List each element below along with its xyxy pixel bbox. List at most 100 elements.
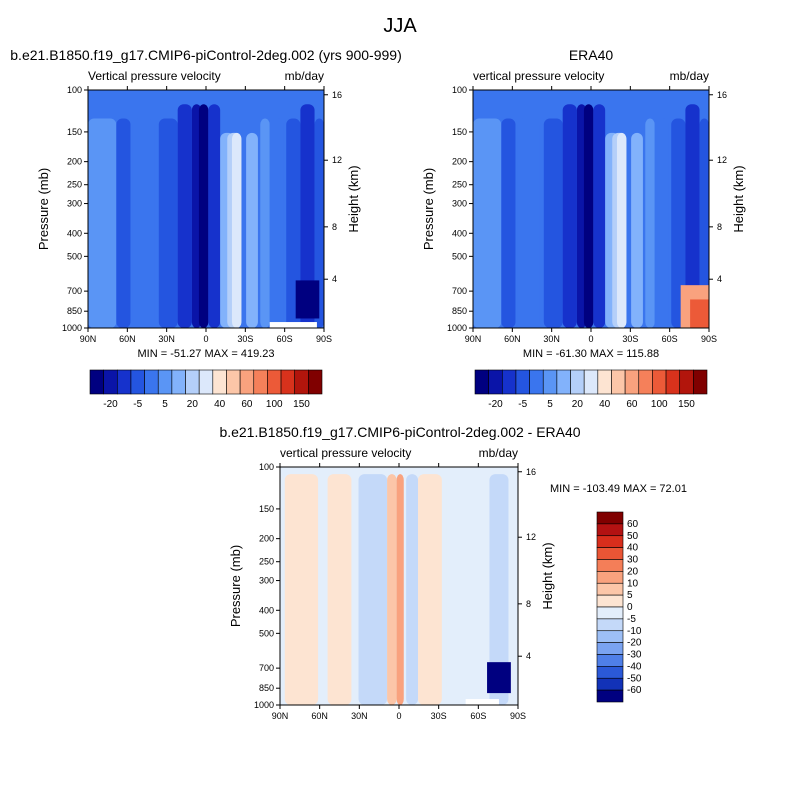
colorbar-label: 40: [599, 399, 611, 410]
colorbar-label: -5: [133, 399, 142, 410]
colorbar-swatch: [596, 582, 624, 596]
panel-subtitle-left: vertical pressure velocity: [473, 69, 604, 83]
colorbar-label: -5: [518, 399, 527, 410]
y-right-tick-label: 16: [717, 90, 727, 100]
colorbar-swatch: [596, 547, 624, 560]
field-band: [489, 474, 509, 705]
colorbar-label: 20: [572, 399, 584, 410]
field-band: [645, 118, 655, 328]
panel-era40: ERA40 vertical pressure velocity mb/day 90N…: [421, 47, 746, 410]
colorbar-swatch: [652, 369, 667, 395]
colorbar-label: -60: [627, 685, 642, 696]
field-band: [473, 118, 502, 328]
field-band: [387, 474, 397, 705]
missing-data-mask: [269, 322, 317, 328]
colorbar-swatch: [596, 618, 624, 632]
colorbar-swatch: [542, 369, 558, 395]
colorbar-swatch: [596, 523, 624, 537]
panel-subtitle-right: mb/day: [285, 69, 324, 83]
colorbar-swatch: [596, 511, 624, 525]
colorbar-swatch: [308, 369, 323, 395]
field-band: [501, 118, 516, 328]
x-tick-label: 90S: [701, 334, 717, 344]
y-right-tick-label: 4: [526, 651, 531, 661]
field-band: [446, 474, 476, 705]
colorbar-label: 5: [547, 399, 553, 410]
panel-subtitle-right: mb/day: [670, 69, 709, 83]
colorbar-label: 60: [627, 519, 639, 530]
colorbar-swatch: [596, 689, 624, 703]
field-band: [198, 104, 209, 328]
field-band: [295, 280, 320, 319]
colorbar-swatch: [144, 369, 159, 395]
colorbar-swatch: [638, 369, 653, 395]
field-band: [358, 474, 388, 705]
panel-model: b.e21.B1850.f19_g17.CMIP6-piControl-2deg…: [10, 47, 401, 410]
colorbar-swatch: [198, 369, 214, 395]
colorbar-label: 60: [241, 399, 253, 410]
y-tick-label: 500: [452, 251, 467, 261]
y-axis-label: Pressure (mb): [228, 545, 243, 627]
field-band: [327, 474, 352, 705]
x-tick-label: 30N: [543, 334, 560, 344]
y-tick-label: 400: [259, 605, 274, 615]
y-tick-label: 300: [67, 199, 82, 209]
figure-title: JJA: [383, 15, 417, 37]
colorbar-label: 0: [627, 602, 633, 613]
min-max-stats: MIN = -51.27 MAX = 419.23: [138, 348, 275, 360]
y-tick-label: 1000: [447, 323, 467, 333]
panel-subtitle-right: mb/day: [479, 446, 518, 460]
colorbar-swatch: [253, 369, 268, 395]
field-band: [671, 118, 686, 328]
x-tick-label: 60N: [504, 334, 521, 344]
field-band: [132, 118, 155, 328]
panel-title: b.e21.B1850.f19_g17.CMIP6-piControl-2deg…: [219, 424, 580, 440]
colorbar-swatch: [103, 369, 118, 395]
y-right-tick-label: 12: [717, 155, 727, 165]
colorbar-label: 150: [293, 399, 310, 410]
y-tick-label: 100: [259, 462, 274, 472]
y-tick-label: 250: [452, 180, 467, 190]
y-right-tick-label: 8: [332, 222, 337, 232]
panel-title: b.e21.B1850.f19_g17.CMIP6-piControl-2deg…: [10, 47, 401, 63]
colorbar-swatch: [624, 369, 640, 395]
y-axis-right-label: Height (km): [731, 165, 746, 232]
y-axis-label: Pressure (mb): [421, 168, 436, 250]
y-tick-label: 150: [67, 127, 82, 137]
y-tick-label: 400: [452, 228, 467, 238]
colorbar-label: 100: [266, 399, 283, 410]
y-tick-label: 700: [67, 286, 82, 296]
colorbar-swatch: [515, 369, 530, 395]
colorbar-swatch: [596, 594, 624, 608]
colorbar-swatch: [171, 369, 186, 395]
y-tick-label: 150: [259, 504, 274, 514]
colorbar-swatch: [611, 369, 626, 395]
y-tick-label: 300: [452, 199, 467, 209]
x-tick-label: 30S: [237, 334, 253, 344]
colorbar-swatch: [157, 369, 173, 395]
y-tick-label: 850: [259, 683, 274, 693]
x-tick-label: 60S: [470, 711, 486, 721]
colorbar-label: 30: [627, 555, 639, 566]
colorbar-label: -20: [627, 638, 642, 649]
field-band: [158, 118, 178, 328]
field-band: [314, 118, 324, 328]
colorbar-swatch: [185, 369, 200, 395]
field-band: [699, 118, 709, 328]
colorbar-label: 40: [214, 399, 226, 410]
colorbar-label: -30: [627, 650, 642, 661]
field-band: [208, 104, 221, 328]
colorbar-swatch: [267, 369, 282, 395]
y-tick-label: 1000: [254, 700, 274, 710]
field-band: [269, 118, 284, 328]
field-band: [406, 474, 419, 705]
colorbar-label: -20: [488, 399, 503, 410]
colorbar-swatch: [665, 369, 681, 395]
y-right-tick-label: 4: [717, 274, 722, 284]
colorbar-swatch: [474, 369, 489, 395]
colorbar-swatch: [130, 369, 145, 395]
y-tick-label: 200: [452, 157, 467, 167]
x-tick-label: 90N: [80, 334, 97, 344]
colorbar-label: 60: [626, 399, 638, 410]
colorbar-swatch: [596, 559, 624, 572]
